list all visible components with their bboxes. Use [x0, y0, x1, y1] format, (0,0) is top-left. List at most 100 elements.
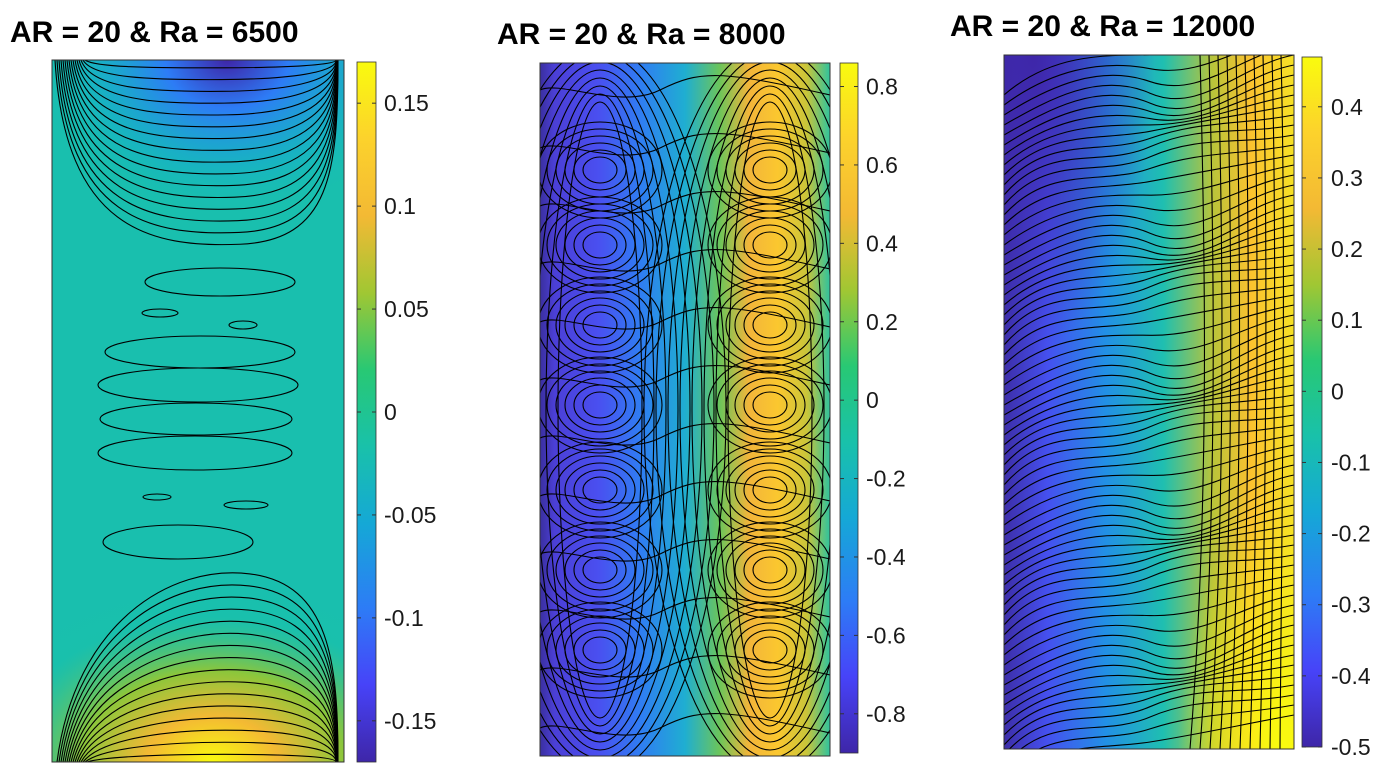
panel-3-contour — [1004, 494, 1294, 566]
panel-3-contour — [1004, 274, 1294, 346]
panel-1-top-contour — [68, 60, 338, 163]
panel-2-wave-contour — [540, 597, 830, 620]
colorbar-1-tick-label: -0.15 — [384, 708, 436, 734]
panel-2-cell-contour — [546, 448, 654, 532]
panel-2-column-contour — [545, 93, 655, 727]
panel-1-top-contour — [84, 60, 337, 69]
panel-1-bottom-contour — [70, 657, 338, 762]
panel-2-cell-contour — [582, 231, 618, 259]
colorbar-3-tick-label: -0.1 — [1331, 449, 1371, 475]
panel-2-cell-contour — [743, 304, 797, 346]
panel-3-contours — [1004, 55, 1294, 749]
panel-2-column-contour — [540, 85, 667, 735]
panel-2-cell-contour — [540, 601, 663, 699]
panel-1-top-contour — [78, 60, 337, 104]
panel-1-bottom-contour — [68, 644, 338, 762]
colorbar-2-tick-label: -0.2 — [866, 466, 906, 492]
panel-2-cell-contour — [743, 384, 797, 426]
panel-3-contour — [1004, 144, 1294, 216]
panel-3-contour — [1004, 504, 1294, 576]
panel-3-contour — [1004, 514, 1294, 586]
panel-3-contour — [1004, 74, 1294, 146]
panel-ra-8000: AR = 20 & Ra = 8000 0.8 0.6 0.4 0.2 0 -0.2 -0.… — [497, 18, 906, 757]
panel-3-side-contour — [1219, 55, 1232, 749]
panel-3-contour — [1004, 224, 1294, 296]
panel-2-cell-contour — [707, 196, 830, 294]
panel-3-side-contour — [1269, 55, 1276, 749]
panel-3-contour — [1004, 55, 1294, 126]
panel-2-cell-contour — [540, 356, 663, 454]
panel-3-contour — [1004, 314, 1294, 386]
panel-2-column-contour — [540, 63, 703, 756]
colorbar-1-tick-label: -0.1 — [384, 605, 424, 631]
colorbar-2-tick-label: -0.8 — [866, 701, 906, 727]
panel-2-cell-contour — [707, 356, 830, 454]
panel-2-cell-contour — [582, 391, 618, 419]
panel-2-cell-contour — [752, 556, 788, 584]
panel-2-cell-contour — [555, 290, 645, 360]
panel-3-contour — [1004, 324, 1294, 396]
panel-3-contour — [1004, 114, 1294, 186]
panel-2-cell-contour — [743, 224, 797, 266]
panel-1-bottom-contour — [60, 596, 339, 762]
panel-2-cell-contour — [752, 476, 788, 504]
colorbar-3-tick-label: 0 — [1331, 378, 1344, 404]
panel-3-contour — [1004, 354, 1294, 426]
panel-1-cell-contour — [102, 524, 254, 560]
panel-2-cell-contour — [716, 363, 824, 447]
colorbar-3-tick-label: -0.3 — [1331, 592, 1371, 618]
colorbar-1-tick-label: 0 — [384, 399, 397, 425]
panel-2-cell-contour — [725, 290, 815, 360]
panel-1-bottom-contour — [84, 741, 337, 762]
panel-2-cell-contour — [540, 276, 663, 374]
colorbar-1-tick-label: -0.05 — [384, 502, 436, 528]
panel-1-top-contour — [80, 60, 337, 92]
panel-3-contour — [1004, 674, 1294, 746]
panel-3-contour — [1004, 244, 1294, 316]
panel-3-contour — [1038, 704, 1294, 749]
panel-3-contour — [1004, 284, 1294, 356]
panel-3-corner-high — [1004, 55, 1294, 749]
panel-3-contour — [1004, 644, 1294, 716]
panel-3-contour — [1004, 84, 1294, 156]
panel-3-contour — [1004, 384, 1294, 456]
colorbar-1-tick-label: 0.1 — [384, 193, 416, 219]
panel-2-cell-contour — [716, 608, 824, 692]
panel-3-contour — [1004, 304, 1294, 376]
panel-3-contour — [1004, 394, 1294, 466]
panel-2-cell-contour — [743, 549, 797, 591]
panel-3-contour — [1004, 124, 1294, 196]
panel-2-cell-contour — [725, 370, 815, 440]
colorbar-3-tick-label: 0.1 — [1331, 307, 1363, 333]
panel-3-contour — [1004, 55, 1234, 106]
panel-2-cell-contour — [582, 556, 618, 584]
panel-3-contour — [1004, 374, 1294, 446]
panel-2-wave-contour — [540, 133, 830, 156]
panel-2-cell-contour — [564, 462, 636, 518]
panel-2-column-contour — [540, 63, 715, 756]
panel-3-contour — [1004, 404, 1294, 476]
panel-1-top-contour — [56, 60, 339, 234]
panel-3-contour — [1004, 534, 1294, 606]
panel-2-cell-contour — [734, 542, 806, 598]
panel-2-cell-contour — [725, 210, 815, 280]
panel-2-cell-contour — [716, 528, 824, 612]
panel-2-cell-contour — [555, 535, 645, 605]
panel-3-contour — [1004, 294, 1294, 366]
panel-2-cell-contour — [564, 217, 636, 273]
panel-ra-6500: AR = 20 & Ra = 6500 0.15 0.1 0.05 0 -0.05 -0.… — [10, 16, 436, 763]
panel-1-cell-contour — [97, 435, 293, 471]
panel-2-cell-contour — [707, 521, 830, 619]
panel-2-column-contour — [655, 63, 830, 756]
panel-1-top-contour — [82, 60, 337, 81]
panel-2-wave-contour — [540, 365, 830, 388]
panel-2-column-contour — [727, 101, 813, 719]
panel-3-contour — [1004, 55, 1164, 96]
panel-1-top-contour — [54, 60, 339, 246]
panel-3-contour — [1004, 204, 1294, 276]
panel-1-top-contour — [66, 60, 338, 175]
panel-1-top-contour — [74, 60, 338, 128]
panel-3-contour — [1004, 364, 1294, 436]
panel-1-bottom-contour — [76, 693, 338, 762]
panel-2-plot — [540, 63, 830, 756]
